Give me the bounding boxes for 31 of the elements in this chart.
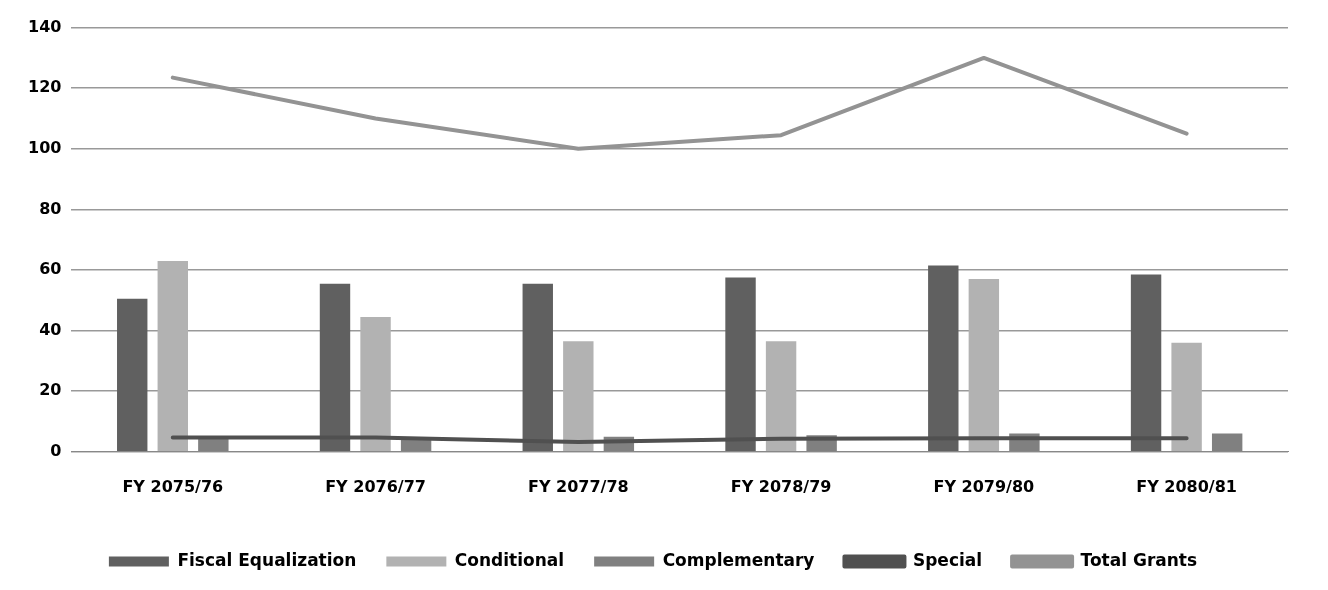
bar bbox=[725, 277, 756, 452]
bar bbox=[928, 265, 959, 452]
x-tick-label: FY 2075/76 bbox=[122, 476, 224, 496]
bar bbox=[1171, 342, 1202, 452]
y-tick-label: 0 bbox=[50, 440, 62, 460]
legend-label: Fiscal Equalization bbox=[177, 549, 357, 570]
y-tick-label: 40 bbox=[39, 319, 62, 339]
y-tick-label: 120 bbox=[27, 77, 62, 97]
legend-label: Conditional bbox=[454, 549, 565, 570]
bar bbox=[522, 283, 553, 452]
y-tick-label: 20 bbox=[39, 380, 62, 400]
bar bbox=[117, 298, 148, 452]
y-tick-label: 80 bbox=[39, 198, 62, 218]
y-tick-label: 140 bbox=[27, 16, 62, 36]
x-tick-label: FY 2080/81 bbox=[1136, 476, 1237, 496]
x-tick-label: FY 2079/80 bbox=[933, 476, 1035, 496]
bar bbox=[765, 341, 797, 452]
x-tick-label: FY 2076/77 bbox=[325, 476, 426, 496]
bar bbox=[360, 316, 391, 452]
bar bbox=[968, 279, 1000, 452]
bar bbox=[1130, 274, 1162, 452]
legend-label: Complementary bbox=[662, 549, 815, 570]
x-tick-label: FY 2077/78 bbox=[527, 476, 629, 496]
bar bbox=[563, 341, 594, 452]
y-tick-label: 60 bbox=[39, 259, 62, 279]
bar bbox=[319, 283, 351, 452]
legend-label: Total Grants bbox=[1080, 549, 1198, 570]
x-tick-label: FY 2078/79 bbox=[730, 476, 832, 496]
y-tick-label: 100 bbox=[27, 137, 62, 157]
legend-label: Special bbox=[912, 549, 983, 570]
bar bbox=[157, 260, 188, 452]
